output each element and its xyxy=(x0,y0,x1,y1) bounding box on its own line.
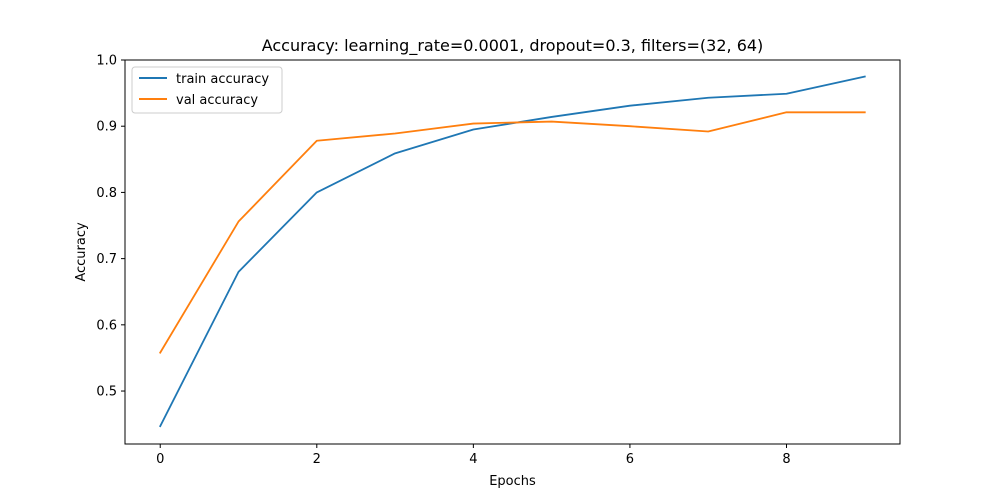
y-tick-label: 0.8 xyxy=(96,186,117,201)
series-line-val-accuracy xyxy=(158,111,866,354)
x-tick-label: 0 xyxy=(156,452,164,467)
y-axis-title: Accuracy xyxy=(74,222,89,282)
legend-label-train-accuracy: train accuracy xyxy=(176,72,269,87)
x-tick-label: 8 xyxy=(782,452,790,467)
plot-area xyxy=(124,59,901,445)
y-tick-label: 0.7 xyxy=(96,252,117,267)
x-tick-label: 6 xyxy=(626,452,634,467)
y-tick-label: 0.6 xyxy=(96,318,117,333)
legend: train accuracy val accuracy xyxy=(131,66,283,114)
legend-box xyxy=(131,66,283,114)
chart-title: Accuracy: learning_rate=0.0001, dropout=… xyxy=(262,36,764,56)
y-tick-label: 0.5 xyxy=(96,385,117,400)
plot-frame xyxy=(124,59,901,445)
y-tick-label: 0.9 xyxy=(96,120,117,135)
x-tick-label: 2 xyxy=(313,452,321,467)
series-layer xyxy=(158,75,866,428)
legend-label-val-accuracy: val accuracy xyxy=(176,93,258,108)
y-tick-label: 1.0 xyxy=(96,54,117,69)
y-axis: 0.5 0.6 0.7 0.8 0.9 1.0 xyxy=(96,54,125,400)
x-axis-title: Epochs xyxy=(489,474,536,489)
x-axis: 0 2 4 6 8 xyxy=(156,444,791,467)
x-tick-label: 4 xyxy=(469,452,477,467)
